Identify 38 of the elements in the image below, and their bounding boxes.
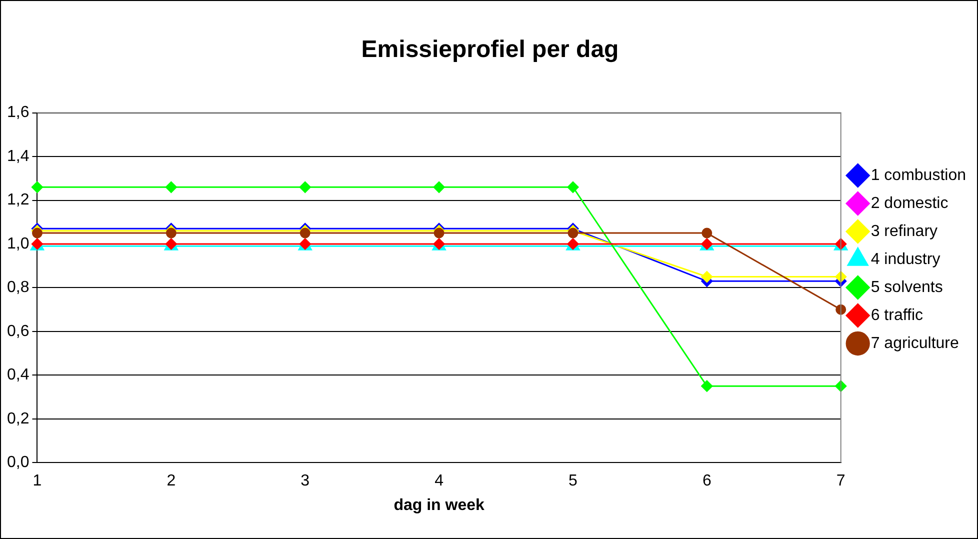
point bbox=[32, 228, 42, 238]
y-tick-label: 1,4 bbox=[6, 148, 30, 165]
point bbox=[702, 228, 712, 238]
point bbox=[701, 271, 713, 283]
legend-label: 2 domestic bbox=[870, 194, 948, 212]
point bbox=[31, 181, 43, 193]
x-tick-label: 5 bbox=[568, 472, 578, 490]
x-tick-label: 7 bbox=[836, 472, 846, 490]
y-tick-label: 0,2 bbox=[6, 410, 30, 428]
point bbox=[434, 228, 444, 238]
y-tick-label: 1,0 bbox=[6, 235, 30, 252]
chart-title: Emissieprofiel per dag bbox=[361, 36, 619, 64]
x-tick-label: 2 bbox=[166, 472, 176, 490]
point bbox=[433, 181, 445, 193]
x-tick-label: 1 bbox=[32, 472, 42, 490]
x-tick-label: 3 bbox=[300, 472, 310, 490]
y-tick-label: 1,6 bbox=[6, 104, 30, 122]
y-tick-label: 1,2 bbox=[6, 192, 30, 209]
y-tick-label: 0,4 bbox=[6, 366, 30, 384]
point bbox=[701, 380, 713, 392]
point bbox=[299, 181, 311, 193]
point bbox=[567, 181, 579, 193]
point bbox=[300, 228, 310, 238]
y-tick-label: 0,0 bbox=[6, 454, 30, 472]
legend-label: 7 agriculture bbox=[870, 334, 959, 352]
x-tick-label: 6 bbox=[702, 472, 712, 490]
x-axis-title: dag in week bbox=[394, 496, 484, 514]
y-tick-label: 0,6 bbox=[6, 322, 30, 340]
legend-label: 1 combustion bbox=[870, 166, 966, 184]
y-tick-label: 0,8 bbox=[6, 279, 30, 296]
point bbox=[166, 228, 176, 238]
legend-label: 6 traffic bbox=[870, 306, 924, 324]
legend-label: 4 industry bbox=[870, 250, 940, 268]
legend-label: 3 refinary bbox=[870, 222, 938, 240]
point bbox=[165, 181, 177, 193]
point bbox=[568, 228, 578, 238]
legend-label: 5 solvents bbox=[870, 278, 943, 296]
x-tick-label: 4 bbox=[434, 472, 444, 490]
